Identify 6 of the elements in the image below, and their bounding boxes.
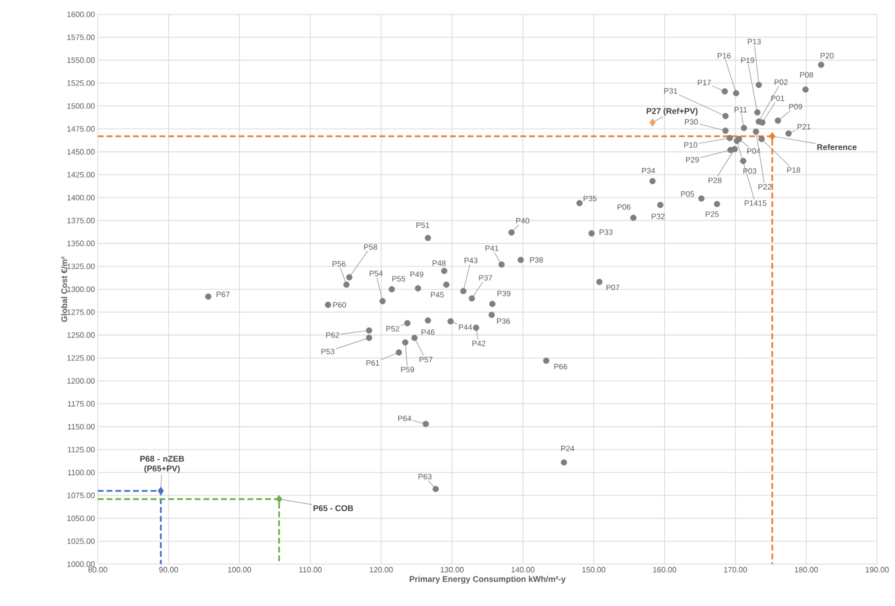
y-axis-title: Global Cost €/m² — [61, 256, 68, 322]
text: Reference — [817, 144, 857, 150]
series-label: P27 (Ref+PV) — [646, 108, 698, 116]
text: P65 - COB — [314, 505, 354, 512]
x-axis-title: Primary Energy Consumption kWh/m²-y — [410, 576, 566, 584]
text: P68 - nZEB (P65+PV) — [140, 456, 184, 474]
